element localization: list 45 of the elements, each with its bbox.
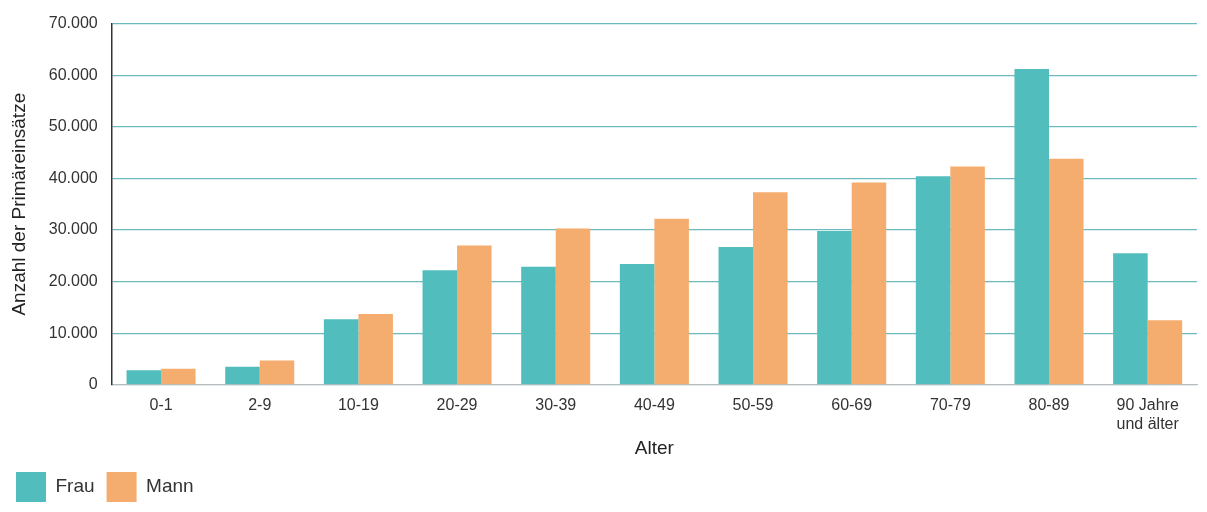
legend-label: Frau [55, 475, 95, 497]
bar [1014, 69, 1050, 385]
y-tick-label: 50.000 [48, 117, 98, 135]
bar [358, 314, 393, 385]
y-tick-label: 40.000 [48, 168, 98, 186]
bar [753, 192, 788, 385]
bar [259, 360, 295, 385]
x-tick-label: 70-79 [929, 395, 971, 413]
bar [915, 176, 951, 385]
y-tick-label: 20.000 [48, 272, 98, 290]
x-tick-label: 50-59 [732, 395, 774, 413]
x-tick-label: 90 Jahre und älter [1116, 395, 1180, 433]
bar [422, 270, 458, 385]
x-tick-label: 60-69 [831, 395, 873, 413]
x-tick-label: 10-19 [337, 395, 379, 413]
y-tick-label: 30.000 [48, 220, 98, 238]
bar [817, 231, 852, 385]
bar [950, 166, 985, 385]
bar [457, 245, 492, 385]
y-axis-title: Anzahl der Primäreinsätze [7, 92, 29, 316]
x-tick-label: 0-1 [149, 395, 173, 413]
bar [555, 228, 591, 385]
bar [161, 368, 196, 385]
bar [126, 370, 162, 385]
bar [225, 366, 260, 385]
bar [619, 264, 655, 385]
bar [323, 319, 359, 385]
x-axis-title: Alter [634, 436, 675, 458]
legend-label: Mann [146, 475, 194, 497]
x-tick-label: 2-9 [248, 395, 272, 413]
bar [1147, 320, 1183, 385]
x-tick-label: 40-49 [633, 395, 675, 413]
x-tick-label: 20-29 [436, 395, 478, 413]
x-tick-label: 80-89 [1028, 395, 1070, 413]
bar [1049, 158, 1084, 385]
bar [654, 218, 689, 385]
y-tick-label: 70.000 [48, 14, 98, 32]
bar [718, 247, 754, 385]
y-tick-label: 0 [88, 375, 98, 393]
bar [521, 266, 556, 385]
bar [851, 182, 887, 385]
x-tick-label: 30-39 [535, 395, 577, 413]
y-tick-label: 60.000 [48, 65, 98, 83]
bar [1113, 253, 1148, 385]
y-tick-label: 10.000 [48, 323, 98, 341]
